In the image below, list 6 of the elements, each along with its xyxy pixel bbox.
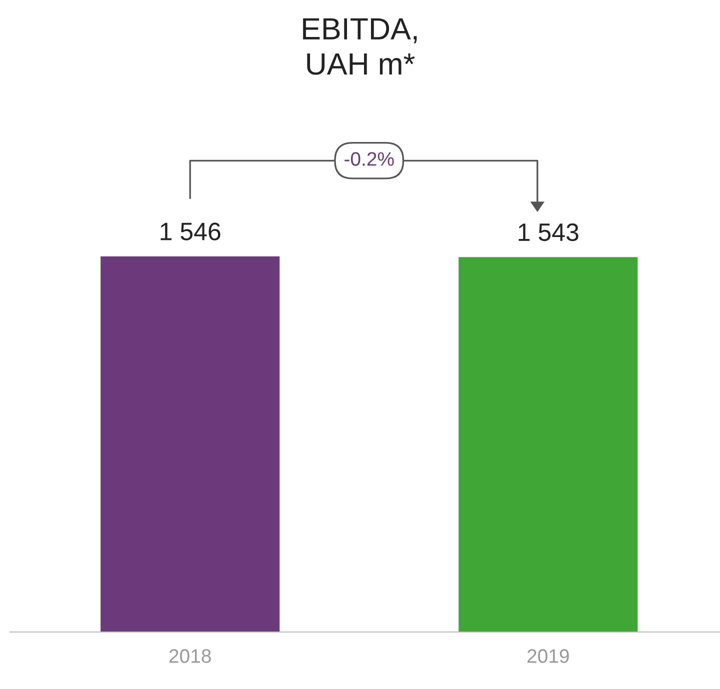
chart-title: EBITDA, UAH m* xyxy=(303,18,417,75)
data-label: 1 543 xyxy=(518,223,578,242)
x-tick-label: 2018 xyxy=(169,649,211,663)
text: -0.2% xyxy=(344,152,394,166)
x-tick-label: 2019 xyxy=(527,649,569,663)
data-label: 1 546 xyxy=(160,222,220,240)
